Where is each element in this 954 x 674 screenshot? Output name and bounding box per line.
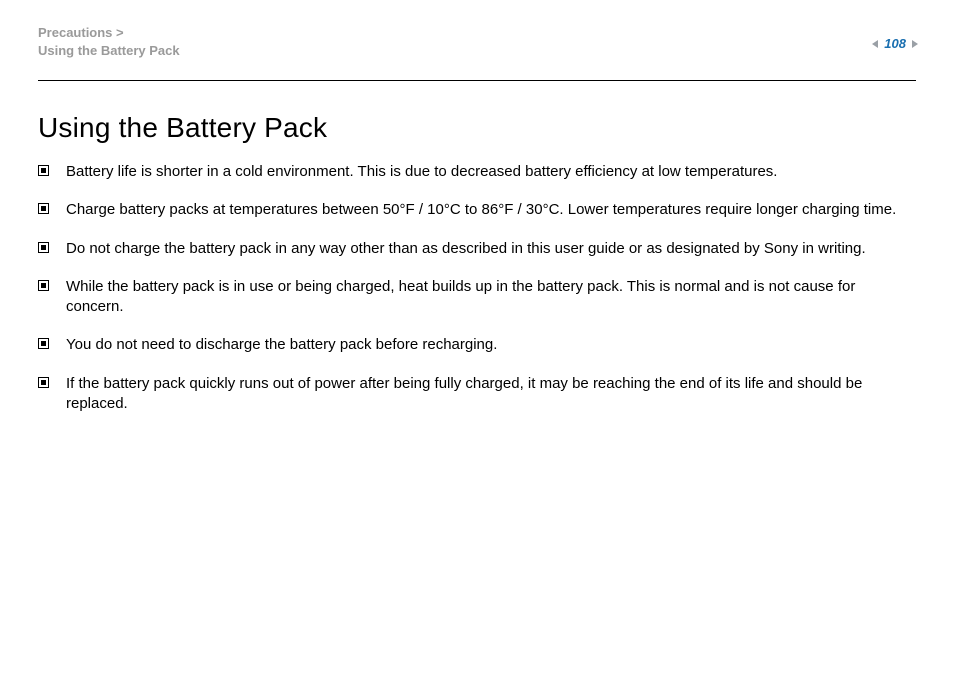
prev-page-arrow-icon[interactable]: [872, 40, 878, 48]
breadcrumb-line-2: Using the Battery Pack: [38, 42, 180, 60]
list-item: You do not need to discharge the battery…: [38, 335, 916, 355]
bullet-icon: [38, 338, 49, 349]
list-item-text: While the battery pack is in use or bein…: [66, 278, 855, 315]
page-title: Using the Battery Pack: [38, 112, 916, 144]
list-item: If the battery pack quickly runs out of …: [38, 374, 916, 415]
bullet-icon: [38, 165, 49, 176]
list-item-text: Battery life is shorter in a cold enviro…: [66, 163, 777, 180]
bullet-icon: [38, 242, 49, 253]
page-number: 108: [884, 36, 906, 51]
list-item: Battery life is shorter in a cold enviro…: [38, 162, 916, 182]
content-area: Using the Battery Pack Battery life is s…: [38, 112, 916, 432]
bullet-icon: [38, 280, 49, 291]
bullet-icon: [38, 377, 49, 388]
list-item: Do not charge the battery pack in any wa…: [38, 239, 916, 259]
page-header: Precautions > Using the Battery Pack 108: [0, 0, 954, 78]
precaution-list: Battery life is shorter in a cold enviro…: [38, 162, 916, 414]
breadcrumb-line-1: Precautions >: [38, 24, 180, 42]
page: Precautions > Using the Battery Pack 108…: [0, 0, 954, 674]
breadcrumb: Precautions > Using the Battery Pack: [38, 24, 180, 60]
page-nav: 108: [872, 36, 918, 51]
list-item-text: Do not charge the battery pack in any wa…: [66, 240, 866, 257]
bullet-icon: [38, 203, 49, 214]
list-item-text: Charge battery packs at temperatures bet…: [66, 201, 896, 218]
header-divider: [38, 80, 916, 81]
list-item: While the battery pack is in use or bein…: [38, 277, 916, 318]
list-item-text: If the battery pack quickly runs out of …: [66, 375, 862, 412]
next-page-arrow-icon[interactable]: [912, 40, 918, 48]
list-item: Charge battery packs at temperatures bet…: [38, 200, 916, 220]
list-item-text: You do not need to discharge the battery…: [66, 336, 497, 353]
